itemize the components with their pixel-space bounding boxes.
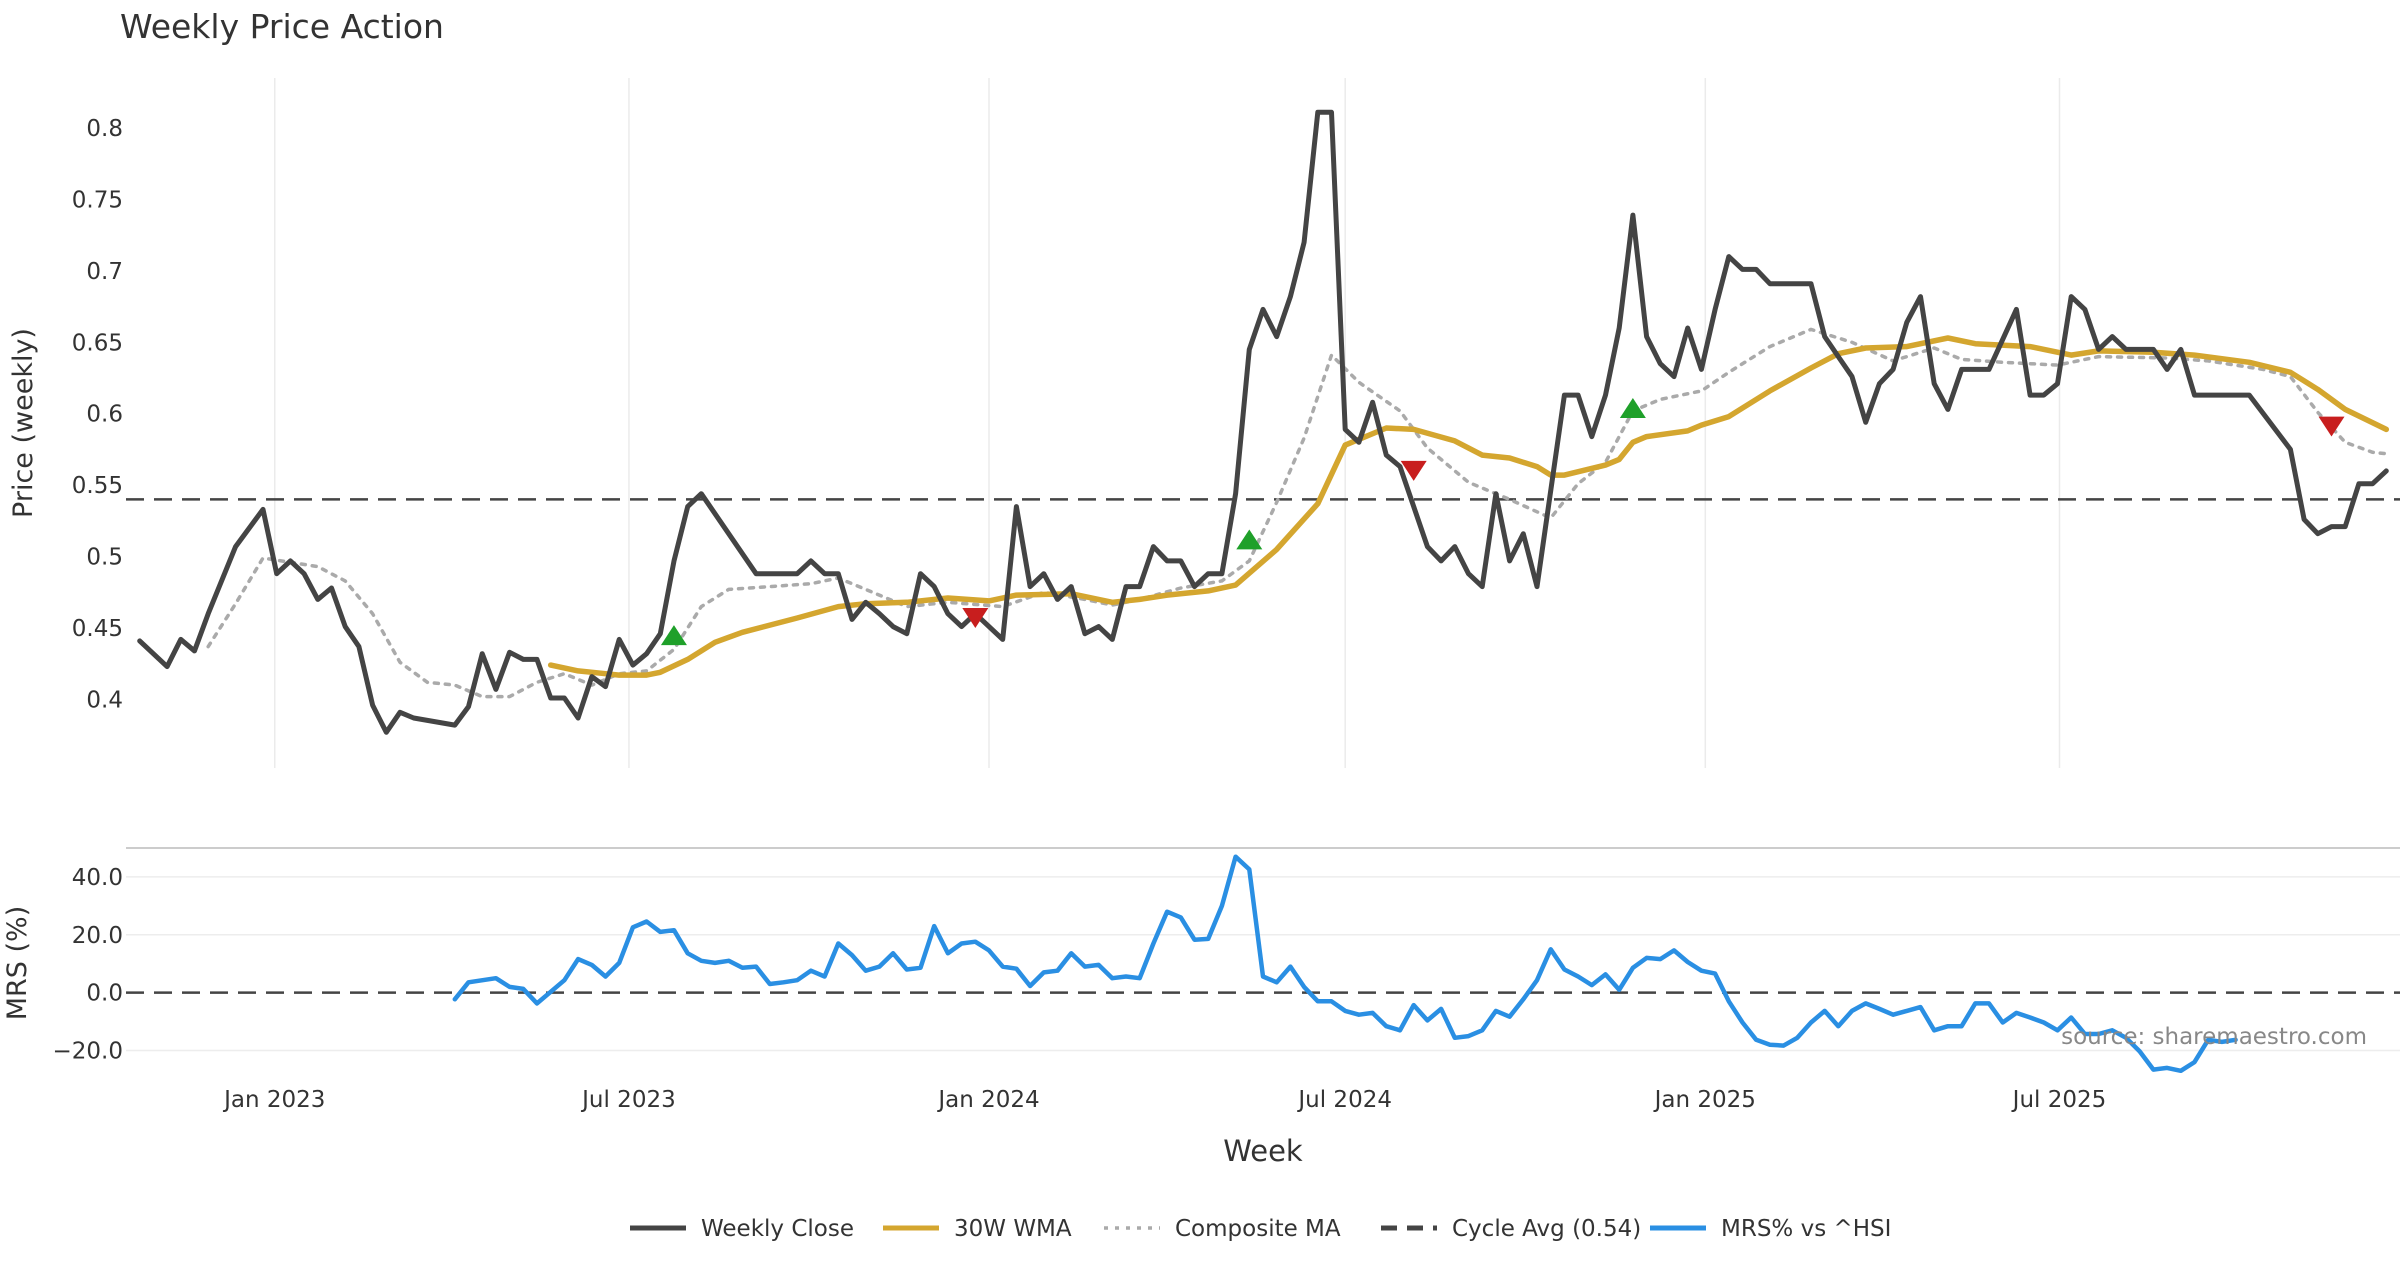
legend-label: Cycle Avg (0.54) [1452,1216,1641,1242]
x-axis-label: Week [1223,1134,1303,1168]
x-tick-label: Jul 2025 [2011,1087,2107,1113]
legend-label: Composite MA [1175,1216,1341,1242]
y-tick-label: 0.8 [86,116,123,142]
y-tick-label: 0.65 [72,330,123,356]
y-tick-label: 0.5 [86,545,123,571]
x-tick-label: Jan 2024 [936,1087,1039,1113]
source-text: source: sharemaestro.com [2061,1024,2367,1050]
x-tick-label: Jul 2023 [580,1087,676,1113]
mrs-y-axis-label: MRS (%) [2,906,33,1021]
y-tick-label: 0.6 [86,402,123,428]
mrs-y-tick-label: 40.0 [72,865,123,891]
legend-label: MRS% vs ^HSI [1721,1216,1891,1242]
mrs-y-tick-label: −20.0 [53,1039,123,1065]
mrs-line [452,854,2238,1074]
legend-label: 30W WMA [954,1216,1072,1242]
y-tick-label: 0.4 [86,687,123,713]
mrs-y-tick-label: 0.0 [86,981,123,1007]
sell-signal-marker [2318,416,2345,437]
legend-label: Weekly Close [701,1216,854,1242]
x-tick-label: Jul 2024 [1296,1087,1392,1113]
buy-signal-marker [1236,529,1263,550]
sell-signal-marker [962,608,989,628]
y-tick-label: 0.45 [72,616,123,642]
buy-signal-marker [1619,398,1646,418]
y-tick-label: 0.55 [72,473,123,499]
y-tick-label: 0.7 [86,259,123,285]
wma-30w-line [547,335,2390,678]
mrs-y-tick-label: 20.0 [72,923,123,949]
buy-signal-marker [660,625,687,646]
x-tick-label: Jan 2023 [222,1087,325,1113]
x-tick-label: Jan 2025 [1653,1087,1756,1113]
y-tick-label: 0.75 [72,187,123,213]
price-y-axis-label: Price (weekly) [8,328,39,518]
sell-signal-marker [1400,460,1427,481]
composite-ma-line [206,327,2389,699]
weekly-close-line [137,109,2389,735]
chart-title: Weekly Price Action [120,7,444,46]
